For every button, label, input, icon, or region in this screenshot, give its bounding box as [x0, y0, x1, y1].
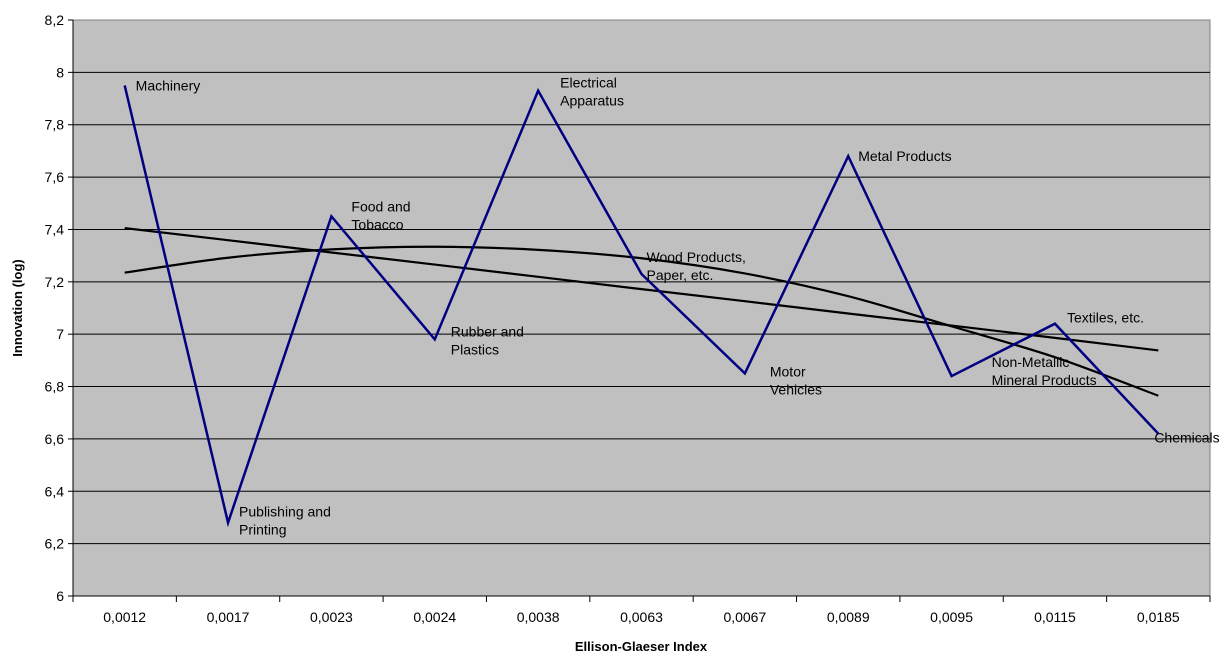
- data-point-label: Motor Vehicles: [770, 363, 822, 397]
- data-point-label: Metal Products: [858, 148, 951, 164]
- x-tick-label: 0,0185: [1137, 609, 1180, 625]
- y-tick-label: 7,6: [45, 169, 65, 185]
- x-tick-label: 0,0038: [517, 609, 560, 625]
- polynomial-trendline: [124, 245, 1159, 397]
- data-point-label: Publishing and Printing: [239, 504, 331, 538]
- linear-trendline-group: [124, 227, 1159, 352]
- x-tick-label: 0,0115: [1034, 609, 1076, 625]
- data-point-label: Non-Metallic Mineral Products: [992, 354, 1097, 388]
- y-tick-label: 7,8: [45, 117, 65, 133]
- data-point-label: Textiles, etc.: [1067, 310, 1144, 326]
- linear-trendline: [124, 227, 1159, 352]
- y-tick-label: 8,2: [45, 12, 65, 28]
- x-tick-label: 0,0067: [723, 609, 766, 625]
- y-tick-label: 6,6: [45, 431, 65, 447]
- x-tick-label: 0,0095: [930, 609, 973, 625]
- data-point-label: Chemicals: [1154, 430, 1219, 446]
- plot-area: [72, 19, 1211, 597]
- gridlines: [73, 71, 1210, 545]
- y-axis-title: Innovation (log): [10, 259, 25, 356]
- y-tick-label: 7,2: [45, 274, 65, 290]
- y-tick-label: 6: [56, 588, 64, 604]
- y-tick-label: 7: [56, 326, 64, 342]
- y-tick-label: 6,2: [45, 536, 65, 552]
- data-point-label: Electrical Apparatus: [560, 75, 624, 109]
- x-axis-title: Ellison-Glaeser Index: [575, 639, 708, 654]
- y-tick-label: 8: [56, 64, 64, 80]
- polynomial-trendline-group: [124, 245, 1159, 397]
- data-point-label: Wood Products, Paper, etc.: [647, 249, 746, 283]
- data-point-label: Food and Tobacco: [351, 198, 410, 232]
- y-tick-label: 6,4: [45, 483, 65, 499]
- series-group: [123, 85, 1160, 528]
- x-tick-label: 0,0089: [827, 609, 870, 625]
- data-point-label: Machinery: [136, 77, 201, 93]
- data-point-label: Rubber and Plastics: [451, 323, 524, 357]
- point-labels: Machinery Publishing and Printing Food and T…: [136, 75, 1220, 538]
- x-axis: 0,0012 0,0017 0,0023 0,0024 0,0038 0,0063 0,00…: [72, 595, 1211, 625]
- y-tick-label: 7,4: [45, 221, 65, 237]
- y-tick-label: 6,8: [45, 379, 65, 395]
- x-tick-label: 0,0012: [103, 609, 146, 625]
- y-axis: 6 6,2 6,4 6,6 6,8 7 7,2 7,4 7,6 7,8 8 8,2: [45, 12, 74, 604]
- x-tick-label: 0,0024: [413, 609, 456, 625]
- x-tick-label: 0,0017: [207, 609, 250, 625]
- x-tick-label: 0,0023: [310, 609, 353, 625]
- x-tick-label: 0,0063: [620, 609, 663, 625]
- innovation-series-line: [123, 85, 1160, 528]
